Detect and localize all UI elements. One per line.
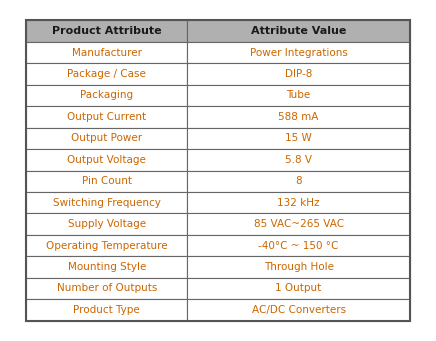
Bar xyxy=(26,299,187,321)
Bar xyxy=(187,192,410,213)
Bar xyxy=(187,278,410,299)
Bar xyxy=(26,170,187,192)
Bar xyxy=(187,235,410,256)
Text: Package / Case: Package / Case xyxy=(67,69,146,79)
Bar xyxy=(26,278,187,299)
Text: 5.8 V: 5.8 V xyxy=(285,155,312,165)
Text: Number of Outputs: Number of Outputs xyxy=(57,283,157,293)
Bar xyxy=(26,20,187,42)
Bar xyxy=(26,213,187,235)
Bar xyxy=(26,256,187,278)
Text: Product Type: Product Type xyxy=(73,305,140,315)
Bar xyxy=(187,256,410,278)
Bar xyxy=(187,149,410,170)
Text: 1 Output: 1 Output xyxy=(276,283,322,293)
Text: Pin Count: Pin Count xyxy=(82,176,132,186)
Text: Operating Temperature: Operating Temperature xyxy=(46,240,167,251)
Text: Tube: Tube xyxy=(286,90,311,101)
Bar xyxy=(26,235,187,256)
Bar xyxy=(26,128,187,149)
Text: 132 kHz: 132 kHz xyxy=(277,198,320,208)
Text: 15 W: 15 W xyxy=(285,133,312,143)
Text: Supply Voltage: Supply Voltage xyxy=(68,219,146,229)
Text: Output Power: Output Power xyxy=(71,133,142,143)
Bar xyxy=(26,149,187,170)
Text: Switching Frequency: Switching Frequency xyxy=(53,198,161,208)
Bar xyxy=(187,85,410,106)
Bar xyxy=(26,20,410,321)
Bar xyxy=(187,213,410,235)
Text: Output Current: Output Current xyxy=(67,112,146,122)
Text: Through Hole: Through Hole xyxy=(264,262,334,272)
Text: -40°C ~ 150 °C: -40°C ~ 150 °C xyxy=(259,240,339,251)
Text: Product Attribute: Product Attribute xyxy=(52,26,162,36)
Bar xyxy=(26,106,187,128)
Bar xyxy=(187,128,410,149)
Text: Output Voltage: Output Voltage xyxy=(67,155,146,165)
Text: Manufacturer: Manufacturer xyxy=(72,48,142,58)
Text: 8: 8 xyxy=(295,176,302,186)
Text: 588 mA: 588 mA xyxy=(278,112,319,122)
Bar xyxy=(187,170,410,192)
Bar xyxy=(187,106,410,128)
Bar xyxy=(187,63,410,85)
Text: 85 VAC~265 VAC: 85 VAC~265 VAC xyxy=(253,219,344,229)
Bar xyxy=(26,63,187,85)
Text: Mounting Style: Mounting Style xyxy=(68,262,146,272)
Text: Attribute Value: Attribute Value xyxy=(251,26,346,36)
Bar xyxy=(26,85,187,106)
Bar xyxy=(187,42,410,63)
Bar xyxy=(187,299,410,321)
Text: DIP-8: DIP-8 xyxy=(285,69,312,79)
Text: AC/DC Converters: AC/DC Converters xyxy=(252,305,346,315)
Bar xyxy=(26,42,187,63)
Text: Power Integrations: Power Integrations xyxy=(250,48,347,58)
Bar xyxy=(187,20,410,42)
Bar xyxy=(26,192,187,213)
Text: Packaging: Packaging xyxy=(80,90,133,101)
